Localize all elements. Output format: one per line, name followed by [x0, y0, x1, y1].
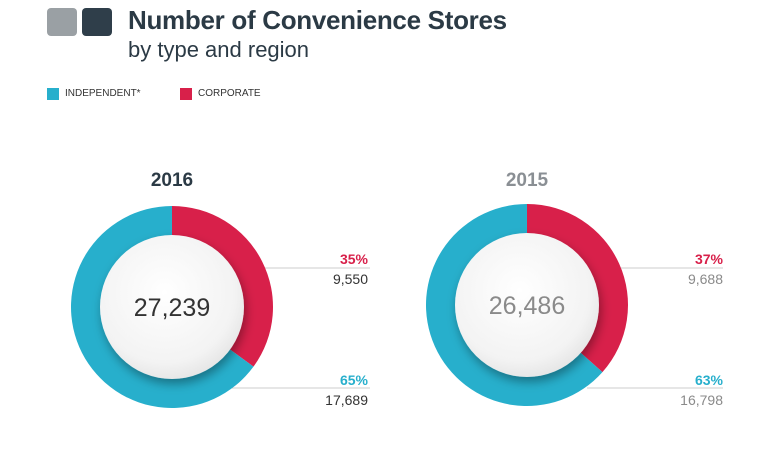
chart-title: Number of Convenience Stores [128, 5, 507, 35]
total-value: 26,486 [489, 292, 565, 320]
percent-label-independent: 65% [340, 372, 369, 388]
percent-label-corporate: 35% [340, 251, 369, 267]
value-label-corporate: 9,550 [333, 271, 368, 287]
chart-subtitle: by type and region [128, 37, 310, 62]
percent-label-independent: 63% [695, 372, 724, 388]
donut-center [100, 235, 244, 379]
legend-label-independent: INDEPENDENT* [65, 88, 141, 99]
legend-swatch-corporate [180, 88, 192, 100]
value-label-corporate: 9,688 [688, 271, 723, 287]
total-value: 27,239 [134, 294, 210, 322]
chart-title-2015: 2015 [506, 170, 549, 191]
legend-swatch-independent [47, 88, 59, 100]
logo-square-light [47, 8, 77, 36]
value-label-independent: 16,798 [680, 392, 723, 408]
donut-center [455, 233, 599, 377]
chart-title-2016: 2016 [151, 170, 193, 191]
value-label-independent: 17,689 [325, 392, 368, 408]
legend-label-corporate: CORPORATE [198, 88, 261, 99]
logo-square-dark [82, 8, 112, 36]
percent-label-corporate: 37% [695, 251, 724, 267]
